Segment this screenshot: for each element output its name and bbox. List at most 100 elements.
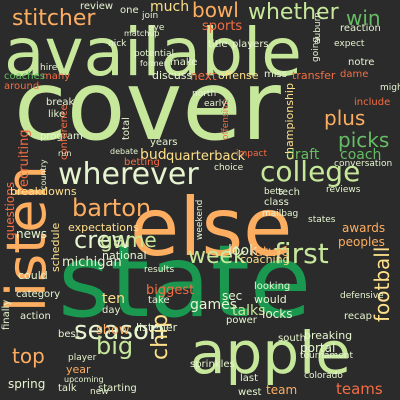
word-available: available	[4, 14, 302, 91]
word-team: team	[266, 383, 298, 397]
word-recap: recap	[344, 311, 373, 322]
word-going: going	[311, 36, 321, 62]
word-sec: sec	[222, 289, 243, 303]
word-ten: ten	[102, 291, 125, 307]
word-defensive: defensive	[340, 291, 384, 301]
word-matchup: matchup	[124, 29, 160, 38]
word-big: big	[96, 332, 134, 360]
word-new: new	[90, 387, 109, 397]
word-could: could	[18, 269, 48, 282]
word-join: join	[142, 11, 159, 21]
word-draft: draft	[286, 147, 320, 163]
word-talk: talk	[58, 383, 77, 394]
word-choice: choice	[214, 163, 244, 173]
word-win: win	[346, 6, 381, 30]
word-state: state	[58, 223, 312, 340]
word-peoples: peoples	[338, 235, 385, 249]
word-discuss: discuss	[152, 69, 193, 82]
word-championship: championship	[283, 83, 296, 160]
word-notre: notre	[348, 57, 375, 68]
word-game: game	[100, 228, 157, 252]
word-next: next	[190, 69, 217, 83]
word-states: states	[308, 215, 336, 225]
word-review: review	[80, 1, 114, 12]
word-total: total	[121, 117, 132, 140]
word-awards: awards	[342, 221, 386, 235]
word-north: north	[192, 89, 217, 99]
word-like: like	[48, 109, 66, 120]
word-weekend: weekend	[195, 199, 205, 240]
word-breakdowns: breakdowns	[10, 185, 77, 198]
word-first: first	[274, 237, 329, 270]
word-locks: locks	[262, 307, 293, 321]
word-talks: talks	[232, 303, 266, 319]
word-games: games	[190, 297, 238, 313]
word-run: run	[58, 149, 72, 158]
word-portal: portal	[300, 341, 336, 355]
word-nick: nick	[108, 39, 127, 49]
word-barton: barton	[72, 194, 152, 222]
word-one: one	[120, 5, 139, 16]
word-would: would	[254, 293, 287, 306]
word-player: player	[68, 353, 97, 363]
word-program: program	[40, 131, 83, 142]
word-michigan: michigan	[62, 255, 122, 270]
word-dame: dame	[340, 69, 369, 80]
word-year: year	[66, 363, 91, 376]
word-former: former	[140, 59, 167, 68]
word-debate: debate	[110, 147, 139, 156]
word-make: make	[170, 57, 198, 68]
word-listener: listener	[136, 321, 178, 334]
word-coach: coach	[340, 147, 382, 163]
word-players: players	[232, 39, 269, 50]
word-break: break	[46, 97, 75, 108]
word-sports: sports	[202, 19, 243, 34]
word-include: include	[354, 97, 391, 108]
word-colorado: colorado	[304, 371, 343, 381]
word-bud: bud	[140, 147, 167, 163]
word-impact: impact	[236, 149, 267, 159]
word-apple: apple	[190, 319, 351, 387]
word-else: else	[130, 181, 293, 274]
word-tournament: tournament	[300, 351, 354, 361]
word-top: top	[12, 344, 45, 368]
word-bets: bets	[264, 187, 284, 197]
word-eye: eye	[148, 23, 165, 33]
word-category: category	[16, 289, 61, 300]
word-potential: potential	[134, 49, 175, 59]
word-hire: hire	[40, 63, 58, 73]
word-future: future	[250, 245, 290, 260]
word-season: season	[74, 316, 166, 346]
word-south: south	[278, 333, 306, 344]
word-country: country	[39, 159, 48, 190]
word-teams: teams	[336, 380, 383, 398]
word-power: power	[226, 315, 257, 326]
word-mailbag: mailbag	[262, 209, 299, 219]
word-transfer: transfer	[292, 69, 336, 82]
word-coaches: coaches	[4, 71, 45, 82]
word-take: take	[148, 295, 170, 306]
word-plus: plus	[324, 106, 366, 130]
word-much: much	[150, 0, 190, 15]
word-bowl: bowl	[192, 0, 239, 22]
word-many: many	[42, 71, 71, 82]
word-expect: expect	[334, 39, 365, 49]
word-expectations: expectations	[68, 221, 139, 234]
word-wherever: wherever	[58, 157, 199, 192]
word-stitcher: stitcher	[12, 6, 96, 31]
word-results: results	[144, 265, 175, 275]
word-action: action	[20, 311, 51, 322]
word-show: show	[96, 323, 130, 338]
word-look: look	[228, 243, 258, 259]
word-upcoming: upcoming	[64, 375, 104, 384]
word-miss: miss	[264, 69, 287, 80]
word-whether: whether	[248, 0, 339, 25]
word-title: title	[208, 39, 228, 50]
word-news: news	[16, 227, 48, 241]
word-picks: picks	[338, 128, 390, 152]
word-best: best	[58, 329, 80, 340]
word-coaching: coaching	[240, 253, 290, 266]
word-starting: starting	[98, 383, 137, 394]
word-around: around	[4, 81, 40, 92]
